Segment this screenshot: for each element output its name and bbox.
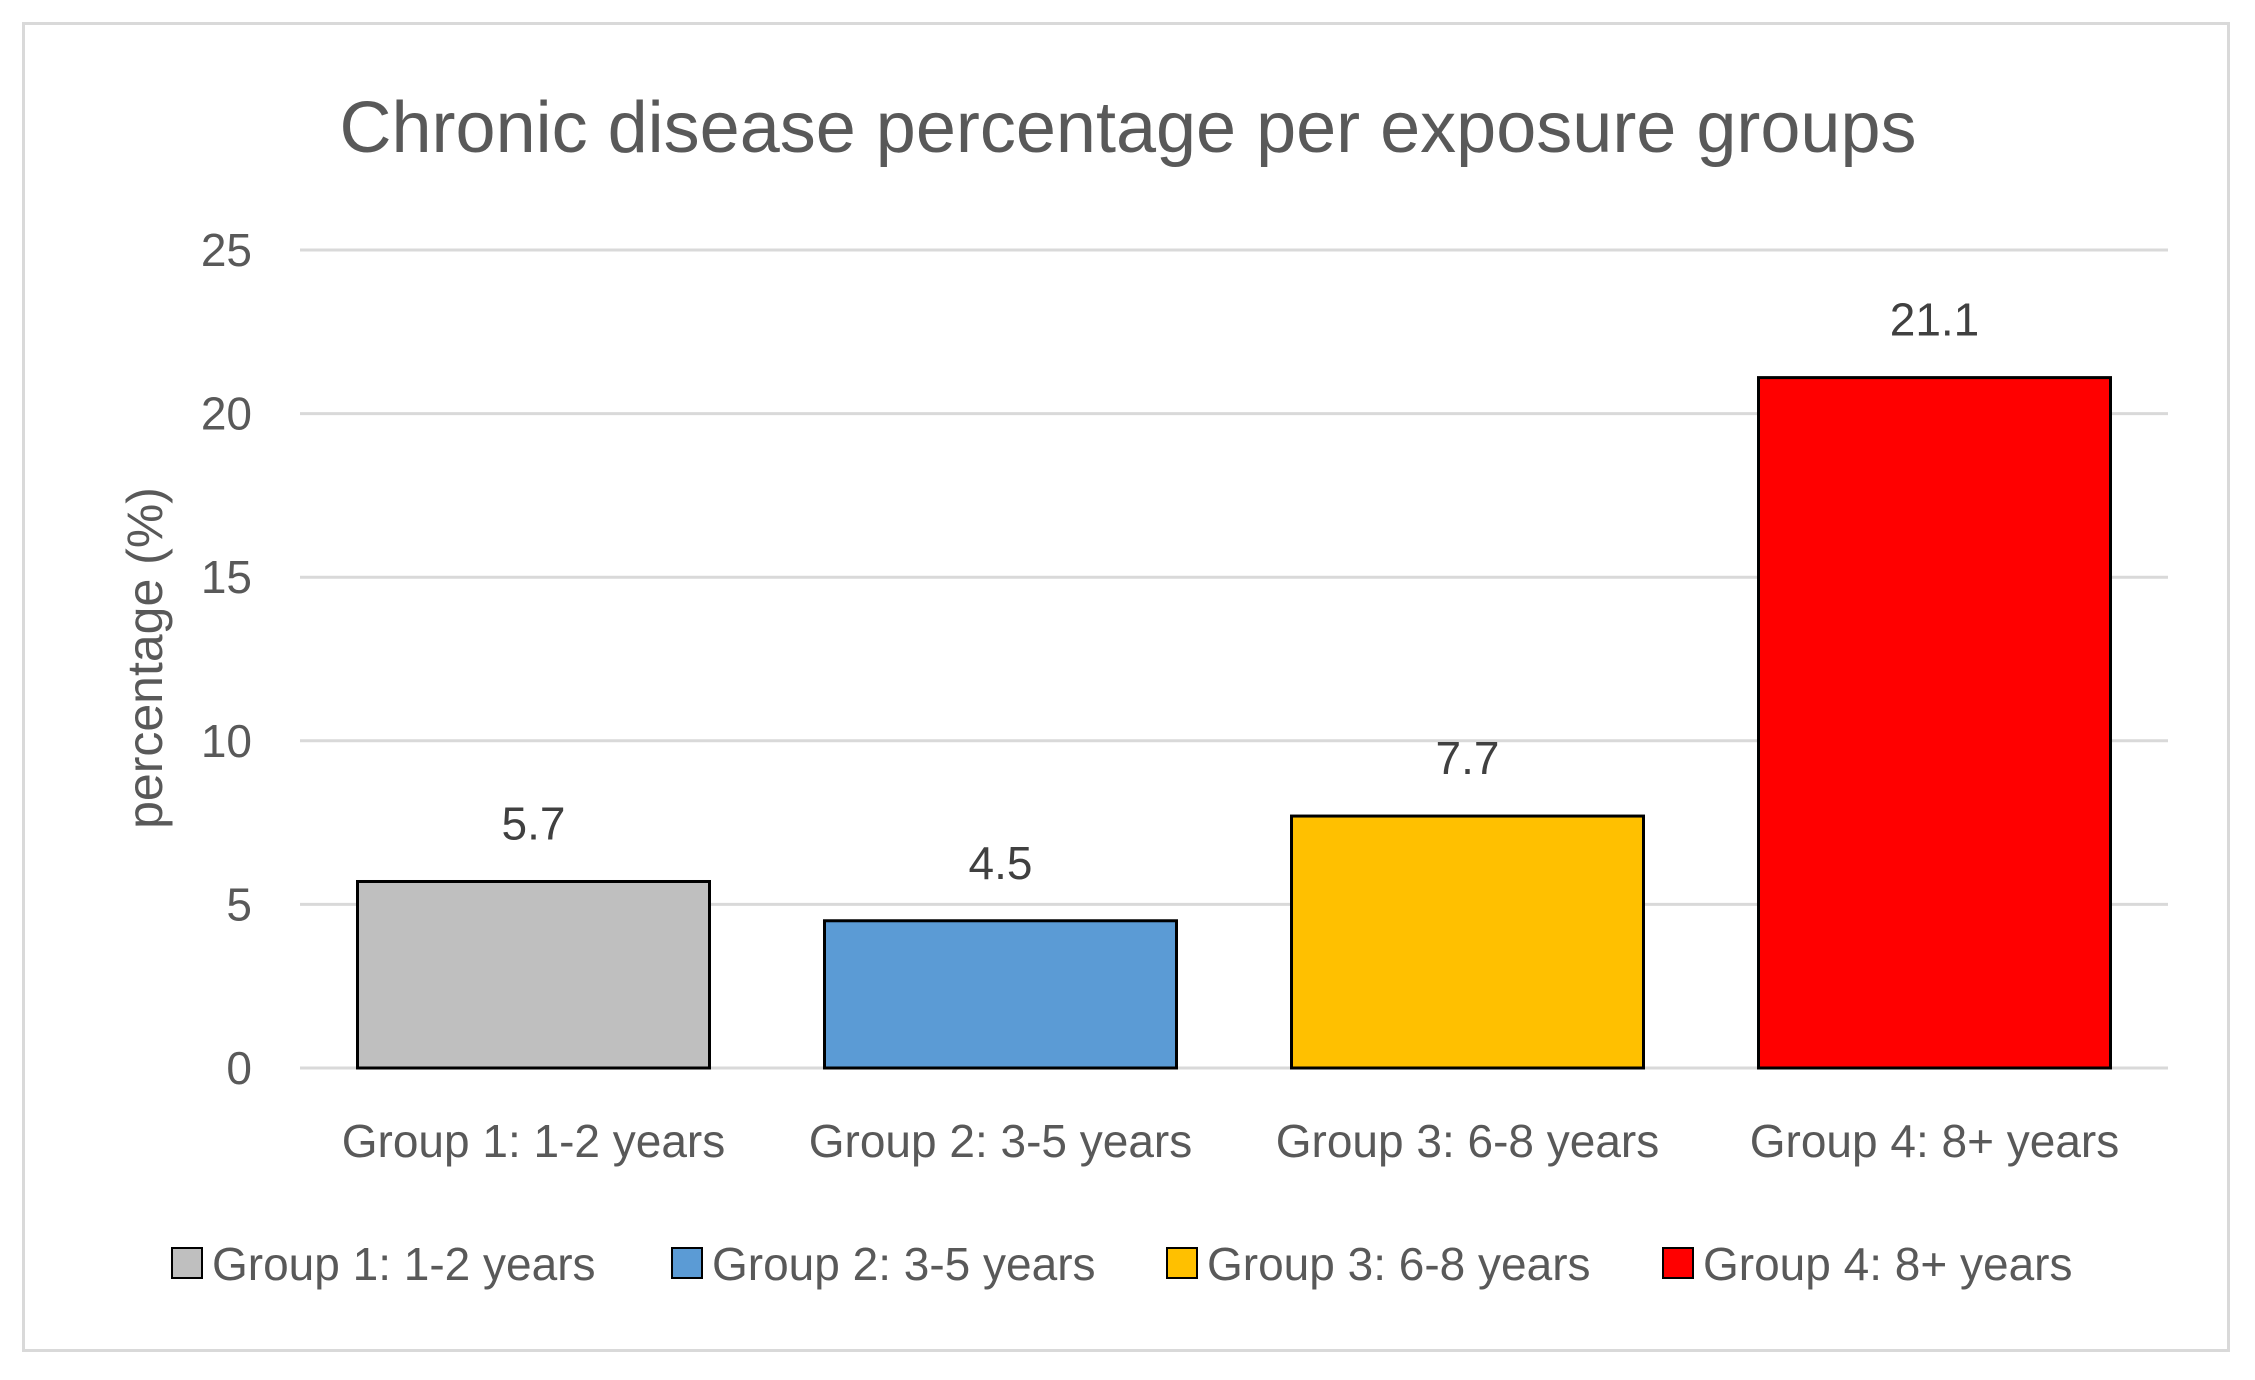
y-axis-ticks: 0 5 10 15 20 25 — [201, 224, 252, 1094]
legend: Group 1: 1-2 years Group 2: 3-5 years Grou… — [171, 1238, 2072, 1290]
legend-label-group-1: Group 1: 1-2 years — [212, 1238, 596, 1290]
legend-swatch-group-1 — [171, 1247, 203, 1279]
x-category-label-group-3: Group 3: 6-8 years — [1276, 1115, 1660, 1167]
y-tick-label: 20 — [201, 388, 252, 440]
legend-label-group-3: Group 3: 6-8 years — [1207, 1238, 1591, 1290]
x-category-label-group-4: Group 4: 8+ years — [1750, 1115, 2119, 1167]
bar-group-3 — [1290, 814, 1645, 1070]
bar-group-4 — [1757, 376, 2112, 1070]
legend-swatch-group-2 — [671, 1247, 703, 1279]
legend-label-group-4: Group 4: 8+ years — [1703, 1238, 2072, 1290]
x-category-label-group-1: Group 1: 1-2 years — [342, 1115, 726, 1167]
data-label-group-1: 5.7 — [502, 797, 566, 849]
chart-title: Chronic disease percentage per exposure … — [340, 88, 1917, 168]
data-label-group-3: 7.7 — [1436, 732, 1500, 784]
bar-group-1 — [356, 879, 711, 1070]
legend-label-group-2: Group 2: 3-5 years — [712, 1238, 1096, 1290]
y-tick-label: 5 — [226, 878, 252, 930]
y-tick-label: 25 — [201, 224, 252, 276]
y-tick-label: 0 — [226, 1042, 252, 1094]
x-category-label-group-2: Group 2: 3-5 years — [809, 1115, 1193, 1167]
y-axis-title: percentage (%) — [117, 487, 173, 829]
data-label-group-4: 21.1 — [1890, 294, 1980, 346]
bars — [356, 376, 2112, 1070]
bar-group-2 — [823, 919, 1178, 1070]
y-tick-label: 15 — [201, 551, 252, 603]
y-tick-label: 10 — [201, 715, 252, 767]
data-label-group-2: 4.5 — [969, 837, 1033, 889]
data-labels: 5.7 4.5 7.7 21.1 — [502, 294, 1980, 889]
legend-swatch-group-3 — [1166, 1247, 1198, 1279]
legend-swatch-group-4 — [1662, 1247, 1694, 1279]
x-axis-category-labels: Group 1: 1-2 years Group 2: 3-5 years Grou… — [342, 1115, 2120, 1167]
